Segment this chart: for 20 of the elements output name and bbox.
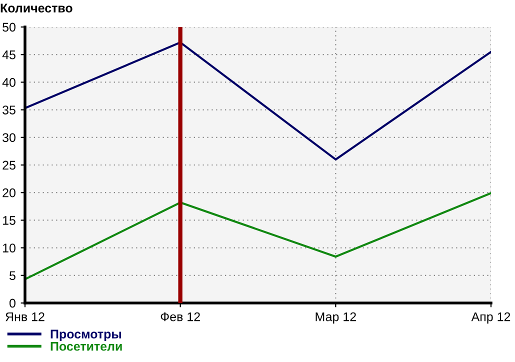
- legend-label: Посетители: [50, 342, 122, 351]
- x-tick-label: Янв 12: [6, 312, 44, 322]
- line-series: [25, 192, 491, 280]
- y-tick-label: 30: [2, 133, 16, 142]
- y-tick-label: 50: [2, 22, 16, 32]
- y-tick-label: 35: [2, 106, 16, 114]
- y-tick-label: 10: [3, 244, 16, 252]
- legend-label: Просмотры: [50, 330, 121, 341]
- y-tick-label: 5: [10, 271, 16, 280]
- y-tick-label: 40: [2, 78, 16, 87]
- y-axis-title: Количество: [0, 4, 72, 13]
- y-tick-label: 20: [2, 188, 16, 198]
- y-tick-label: 0: [10, 298, 16, 308]
- y-tick-label: 15: [3, 216, 16, 225]
- x-tick-label: Мар 12: [316, 312, 356, 324]
- y-tick-label: 25: [2, 160, 16, 170]
- line-series: [25, 41, 491, 161]
- x-tick-label: Фев 12: [160, 312, 200, 322]
- x-tick-label: Апр 12: [471, 312, 510, 324]
- y-tick-label: 45: [2, 50, 16, 60]
